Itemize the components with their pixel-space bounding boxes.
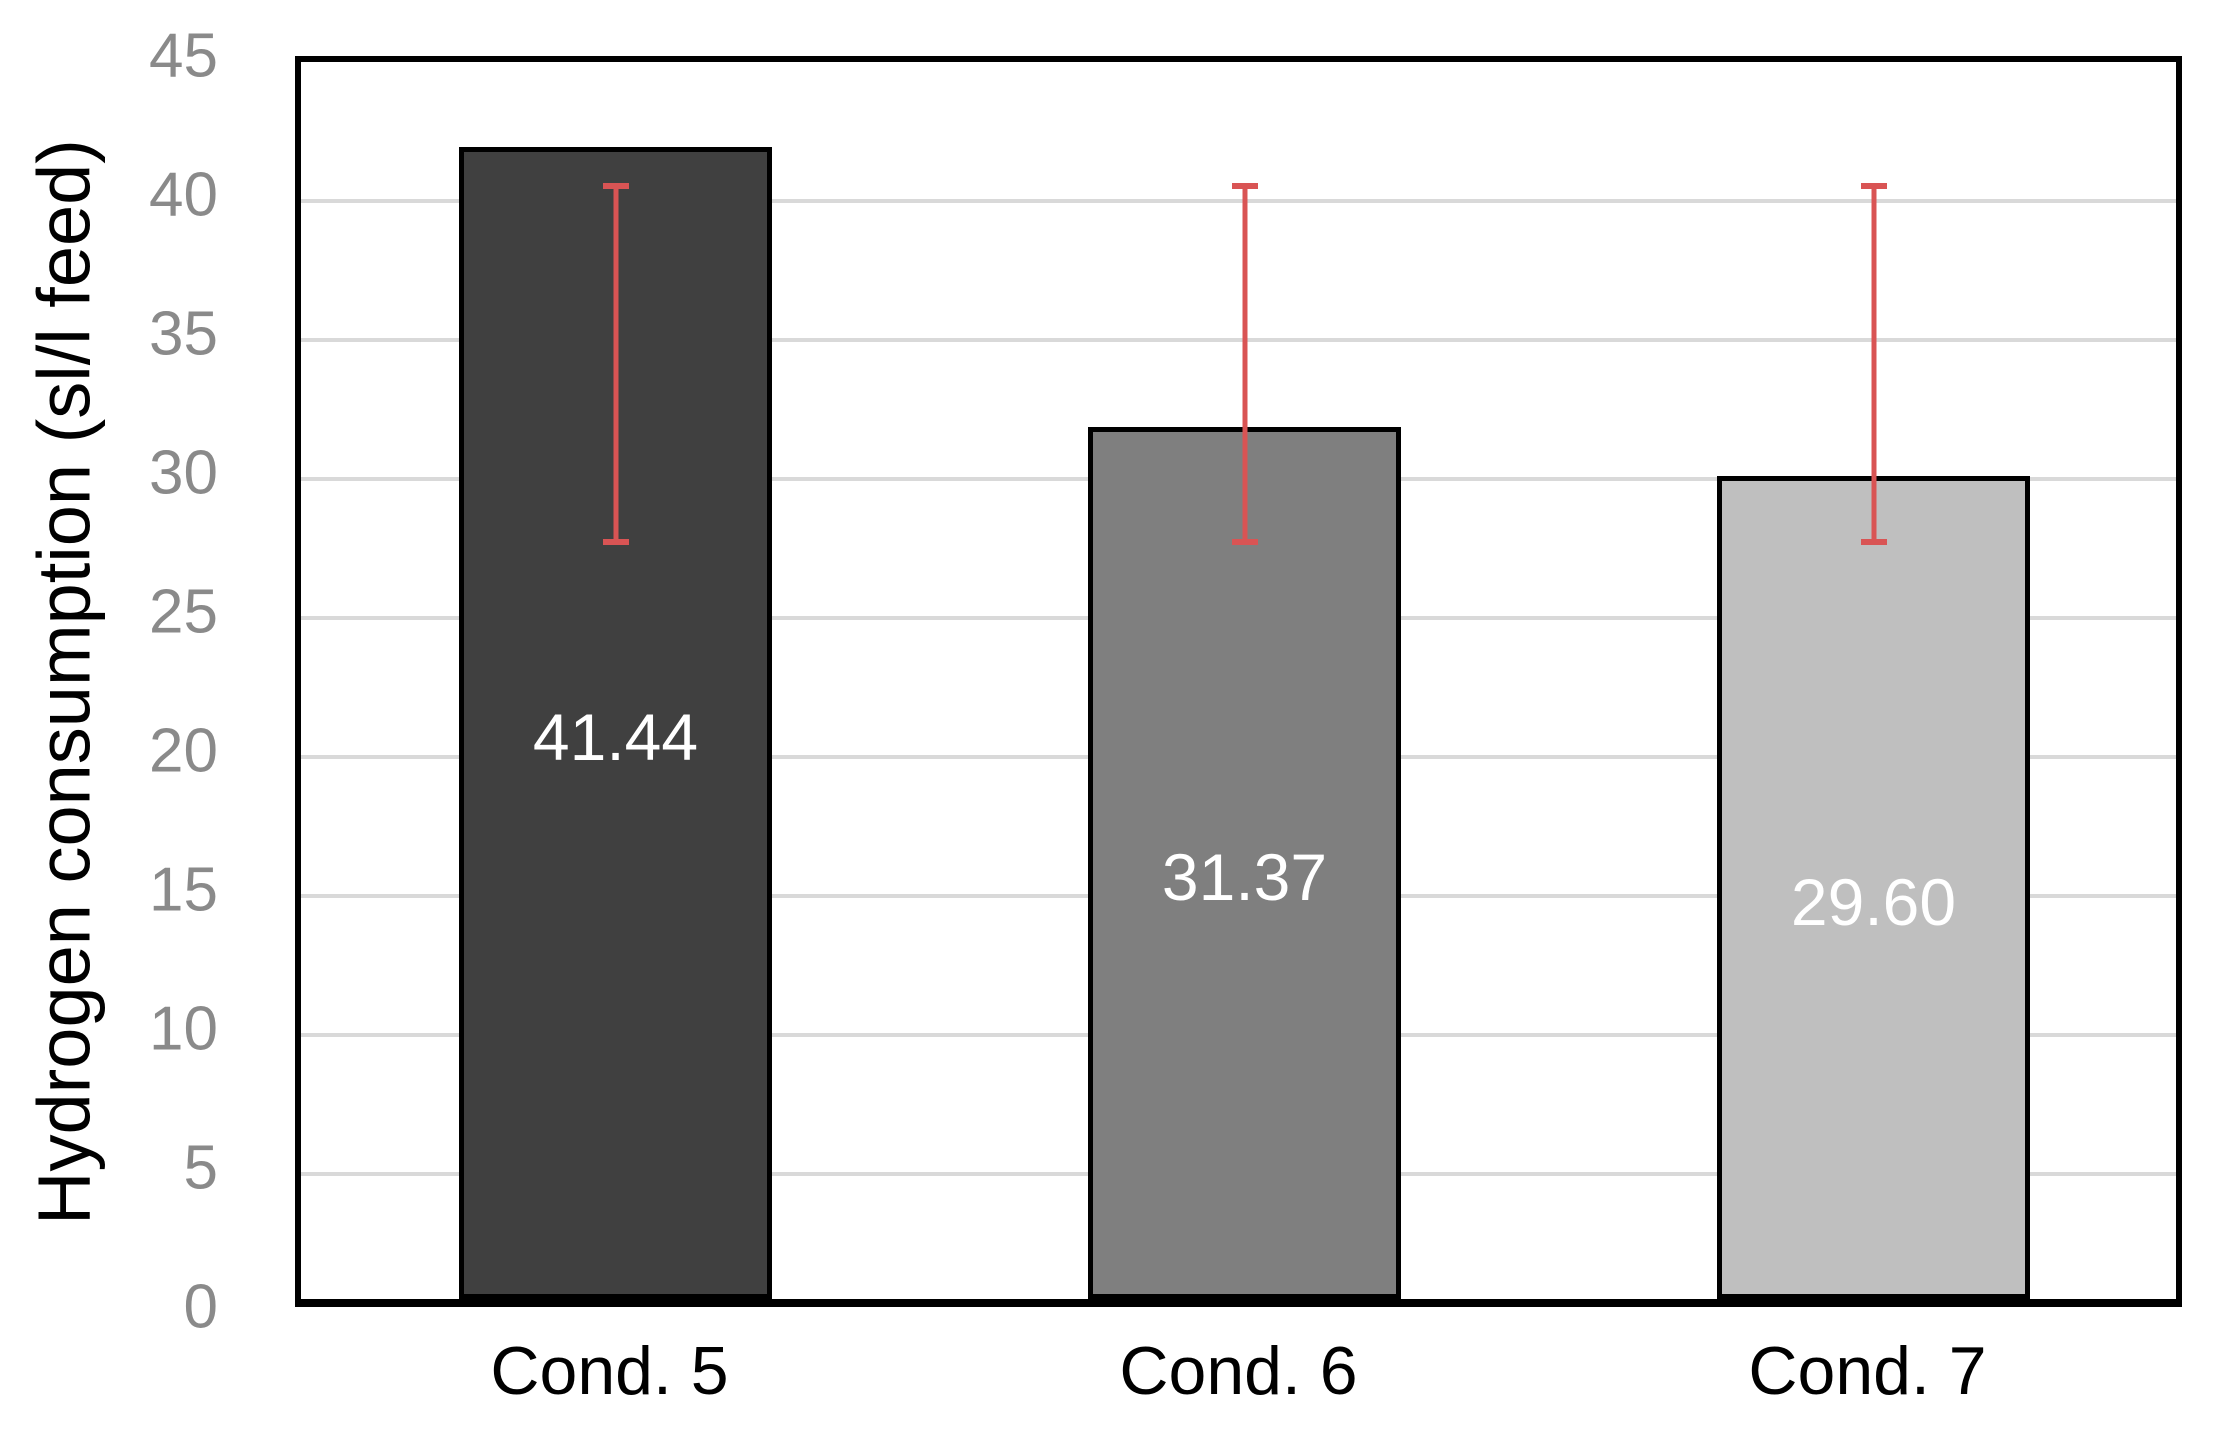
x-category-label: Cond. 7 <box>1748 1333 1987 1409</box>
error-bar-cap-bottom <box>1860 538 1887 545</box>
error-bar-cap-top <box>602 183 629 190</box>
error-bar-cap-bottom <box>602 538 629 545</box>
bar <box>1088 426 1401 1299</box>
plot-area: 41.44 31.37 29.60 <box>295 56 2182 1307</box>
error-bar-cap-bottom <box>1231 538 1258 545</box>
y-tick-label: 35 <box>149 299 218 369</box>
y-tick-label: 20 <box>149 716 218 786</box>
bar-data-label: 29.60 <box>1790 864 1957 939</box>
error-bar-cap-top <box>1231 183 1258 190</box>
y-tick-label: 25 <box>149 577 218 647</box>
bar-data-label: 41.44 <box>532 699 699 774</box>
error-bar-cap-top <box>1860 183 1887 190</box>
y-tick-label: 40 <box>149 160 218 230</box>
y-tick-label: 5 <box>183 1133 218 1203</box>
y-tick-label: 0 <box>183 1272 218 1342</box>
x-category-label: Cond. 6 <box>1119 1333 1358 1409</box>
y-tick-label: 10 <box>149 994 218 1064</box>
bar-data-label: 31.37 <box>1161 839 1328 914</box>
y-tick-label: 15 <box>149 855 218 925</box>
error-bar <box>1871 186 1876 542</box>
bar <box>1717 476 2030 1299</box>
y-tick-label: 45 <box>149 21 218 91</box>
gridline <box>301 338 2176 342</box>
y-tick-label: 30 <box>149 438 218 508</box>
x-category-label: Cond. 5 <box>490 1333 729 1409</box>
error-bar <box>613 186 618 542</box>
gridline <box>301 199 2176 203</box>
error-bar <box>1242 186 1247 542</box>
